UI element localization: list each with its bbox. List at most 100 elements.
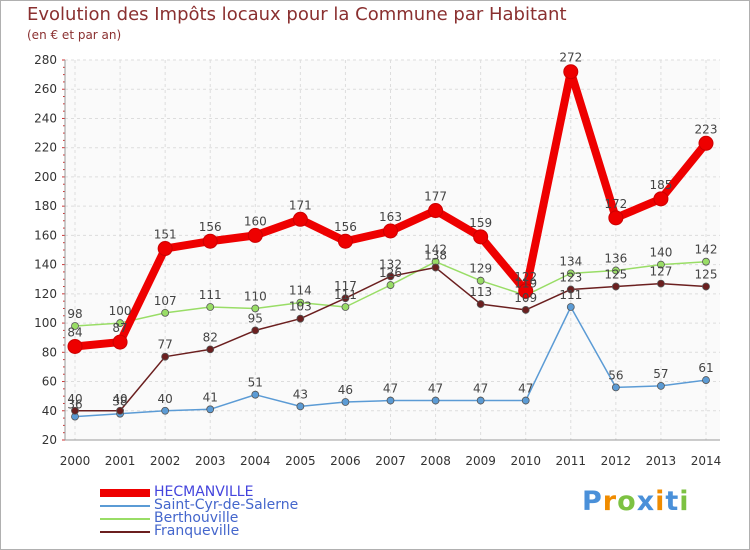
data-point	[202, 233, 218, 249]
data-label: 159	[469, 216, 492, 230]
y-tick-label: 200	[34, 170, 57, 184]
legend-label: Berthouville	[154, 510, 239, 526]
data-point	[657, 382, 665, 390]
y-tick-label: 60	[42, 375, 57, 389]
y-tick-label: 180	[34, 199, 57, 213]
data-label: 136	[604, 251, 627, 265]
data-point	[247, 227, 263, 243]
data-point	[702, 257, 710, 266]
data-label: 57	[653, 367, 668, 381]
logo-letter: o	[617, 486, 637, 517]
data-point	[386, 396, 395, 405]
legend-swatch	[100, 504, 150, 507]
data-point	[611, 383, 620, 392]
data-point	[161, 406, 170, 415]
y-tick-label: 160	[34, 228, 57, 242]
chart-legend: HECMANVILLE Saint-Cyr-de-Salerne Berthouvi…	[100, 485, 299, 539]
chart-subtitle: (en € et par an)	[27, 28, 122, 42]
data-point	[251, 390, 260, 399]
legend-item: Franqueville	[100, 523, 298, 539]
data-label: 103	[289, 300, 312, 314]
data-label: 51	[248, 376, 263, 390]
data-point	[71, 406, 79, 415]
y-tick-label: 240	[34, 111, 57, 125]
data-point	[206, 405, 215, 414]
data-label: 111	[334, 288, 357, 302]
data-point	[383, 223, 398, 239]
x-tick-label: 2003	[195, 454, 226, 468]
y-tick-label: 120	[34, 287, 57, 301]
data-point	[611, 282, 620, 291]
data-label: 113	[469, 285, 492, 299]
legend-item: Berthouville	[100, 510, 298, 526]
data-label: 142	[424, 243, 447, 257]
data-label: 110	[244, 289, 267, 303]
data-point	[476, 300, 485, 308]
legend-swatch	[100, 517, 150, 520]
x-tick-label: 2012	[601, 454, 632, 468]
data-point	[386, 281, 395, 289]
data-point	[206, 303, 215, 311]
data-point	[157, 241, 173, 257]
data-label: 119	[514, 276, 537, 290]
data-label: 47	[428, 382, 443, 396]
data-point	[112, 334, 128, 350]
data-label: 127	[649, 265, 672, 279]
data-label: 172	[604, 197, 627, 211]
data-point	[518, 283, 534, 299]
data-point	[341, 294, 350, 303]
data-point	[653, 191, 669, 207]
chart-title: Evolution des Impôts locaux pour la Comm…	[27, 4, 567, 25]
proxiti-logo: Proxiti	[582, 486, 690, 517]
data-point	[476, 276, 485, 285]
data-label: 40	[67, 392, 82, 406]
data-label: 129	[469, 262, 492, 276]
data-point	[296, 402, 305, 411]
data-point	[431, 263, 440, 272]
x-tick-label: 2013	[646, 454, 677, 468]
data-point	[386, 272, 395, 281]
data-point	[611, 266, 620, 275]
data-label: 40	[112, 392, 127, 406]
x-tick-label: 2006	[330, 454, 361, 468]
data-label: 77	[158, 338, 173, 352]
x-tick-label: 2005	[285, 454, 316, 468]
data-point	[341, 398, 350, 406]
data-point	[702, 282, 710, 291]
data-label: 84	[67, 325, 82, 339]
data-label: 163	[379, 210, 402, 224]
data-label: 111	[199, 288, 222, 302]
legend-swatch	[100, 530, 150, 533]
data-label: 56	[608, 368, 623, 382]
data-label: 95	[248, 311, 263, 325]
data-point	[657, 260, 665, 269]
data-label: 138	[424, 249, 447, 263]
y-tick-label: 20	[42, 433, 57, 447]
legend-item: HECMANVILLE	[100, 485, 298, 499]
data-label: 156	[334, 220, 357, 234]
data-point	[161, 308, 170, 317]
data-point	[71, 322, 79, 330]
data-label: 36	[67, 398, 82, 412]
x-tick-label: 2000	[60, 454, 91, 468]
data-point	[428, 203, 444, 219]
data-point	[431, 396, 440, 405]
data-label: 111	[559, 288, 582, 302]
data-point	[116, 319, 124, 327]
data-label: 171	[289, 198, 312, 212]
data-label: 126	[379, 266, 402, 280]
data-point	[296, 298, 305, 307]
data-point	[566, 269, 575, 278]
logo-letter: i	[679, 486, 690, 517]
legend-label: Franqueville	[154, 523, 240, 539]
legend-label: Saint-Cyr-de-Salerne	[154, 497, 299, 513]
data-point	[521, 396, 530, 405]
data-point	[521, 306, 530, 314]
data-label: 151	[154, 228, 177, 242]
logo-letter: t	[665, 486, 680, 517]
data-point	[566, 285, 575, 294]
data-label: 47	[473, 382, 488, 396]
data-point	[563, 64, 579, 80]
logo-letter: i	[655, 486, 666, 517]
